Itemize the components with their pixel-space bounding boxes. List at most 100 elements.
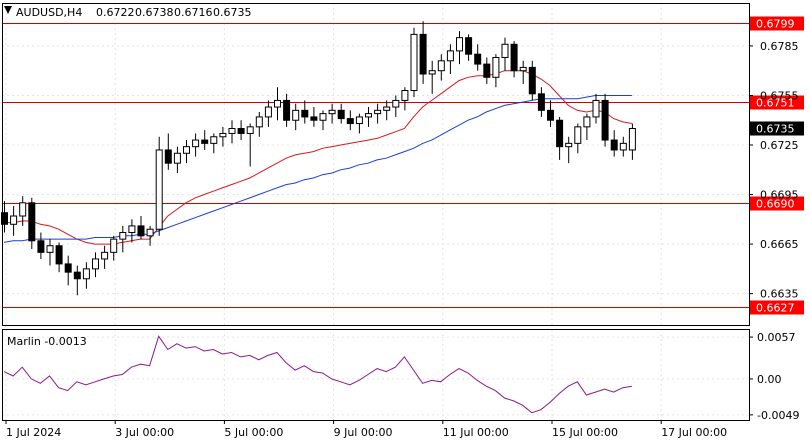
oscillator-axis-label: 0.0057 [757, 331, 796, 344]
candle [255, 111, 263, 137]
candle [37, 232, 45, 259]
candle [110, 235, 118, 261]
candle-body [37, 240, 45, 253]
ohlc-close: 0.6735 [213, 6, 252, 19]
candle [192, 133, 200, 157]
symbol-dropdown-icon[interactable] [4, 6, 12, 14]
candle-body [601, 99, 609, 141]
time-axis-label: 15 Jul 00:00 [552, 426, 618, 439]
candle [565, 136, 573, 164]
candle [201, 130, 209, 150]
candle-body [483, 63, 491, 78]
candle-body [237, 127, 245, 134]
candle [419, 21, 427, 84]
candle-body [392, 99, 400, 108]
candle [592, 93, 600, 124]
candle-body [101, 251, 109, 260]
ohlc-high: 0.6738 [135, 6, 174, 19]
candle-body [201, 139, 209, 144]
candle-body [19, 202, 27, 217]
candle-body [219, 132, 227, 138]
candle [437, 54, 445, 81]
candle [492, 54, 500, 88]
candle-body [146, 228, 154, 237]
candle [82, 262, 90, 289]
candle-body [619, 142, 627, 151]
candle [228, 120, 236, 144]
candle-body [283, 99, 291, 121]
oscillator-axis-label: -0.0049 [757, 409, 799, 422]
candle-body [446, 50, 454, 62]
candle-body [46, 245, 54, 253]
candle [519, 60, 527, 84]
candle-body [346, 118, 354, 125]
axes: 0.6785 0.6755 0.6725 0.6695 0.6665 0.6635 0.67… [5, 40, 804, 439]
candle-body [610, 139, 618, 151]
candle-body [328, 109, 336, 115]
current-price-tag [750, 121, 804, 136]
level-price-label: 0.6627 [756, 302, 795, 315]
candle [574, 123, 582, 154]
candle [92, 252, 99, 278]
candle-body [319, 113, 327, 121]
candle-body [556, 119, 564, 148]
candle-body [173, 152, 181, 164]
candle-body [301, 109, 309, 118]
oscillator [3, 335, 632, 414]
candle [210, 133, 218, 154]
candle-body [492, 56, 500, 78]
time-axis-label: 17 Jul 00:00 [661, 426, 727, 439]
level-price-label: 0.6751 [756, 97, 795, 110]
candle-body [419, 33, 427, 75]
price-axis-label: 0.6695 [760, 189, 799, 202]
candle-body [574, 126, 582, 144]
candle-body [337, 109, 345, 120]
candle-body [55, 245, 63, 265]
candle [73, 265, 81, 296]
candle-body [592, 99, 600, 118]
candle-body [583, 116, 591, 128]
candle-body [192, 139, 200, 148]
candle [355, 113, 363, 134]
moving-average-line [4, 70, 632, 245]
candle-body [264, 106, 272, 118]
candle-body [155, 149, 163, 230]
price-axis-label: 0.6755 [760, 89, 799, 102]
candle [155, 136, 163, 236]
candle-body [428, 70, 436, 75]
oscillator-label: Marlin -0.0013 [7, 335, 87, 348]
candle [55, 242, 63, 273]
candle [164, 133, 172, 170]
oscillator-axis-label: 0.00 [757, 373, 782, 386]
candle [319, 110, 327, 131]
candle [392, 95, 400, 117]
candle [446, 44, 454, 75]
candle [483, 57, 491, 84]
candle-body [383, 106, 391, 111]
candle [628, 123, 636, 160]
price-axis-label: 0.6635 [760, 288, 799, 301]
candle-body [401, 90, 409, 101]
candle [328, 103, 336, 124]
candle [374, 103, 382, 124]
candle-body [547, 109, 554, 121]
candle [401, 87, 409, 111]
candle-body [64, 263, 72, 273]
ohlc-open: 0.6722 [96, 6, 135, 19]
candle [101, 245, 109, 269]
candle [583, 113, 591, 141]
oscillator-line [3, 335, 632, 414]
candle [1, 201, 8, 233]
price-axis-label: 0.6785 [760, 40, 799, 53]
time-axis-label: 9 Jul 00:00 [334, 426, 393, 439]
candle [456, 31, 463, 65]
ohlc-low: 0.6716 [174, 6, 213, 19]
candle-body [355, 116, 363, 125]
candle [274, 87, 281, 121]
symbol-label: AUDUSD,H4 [16, 6, 82, 19]
candle [283, 93, 291, 127]
price-pane-frame [2, 3, 750, 326]
grid [2, 3, 749, 420]
